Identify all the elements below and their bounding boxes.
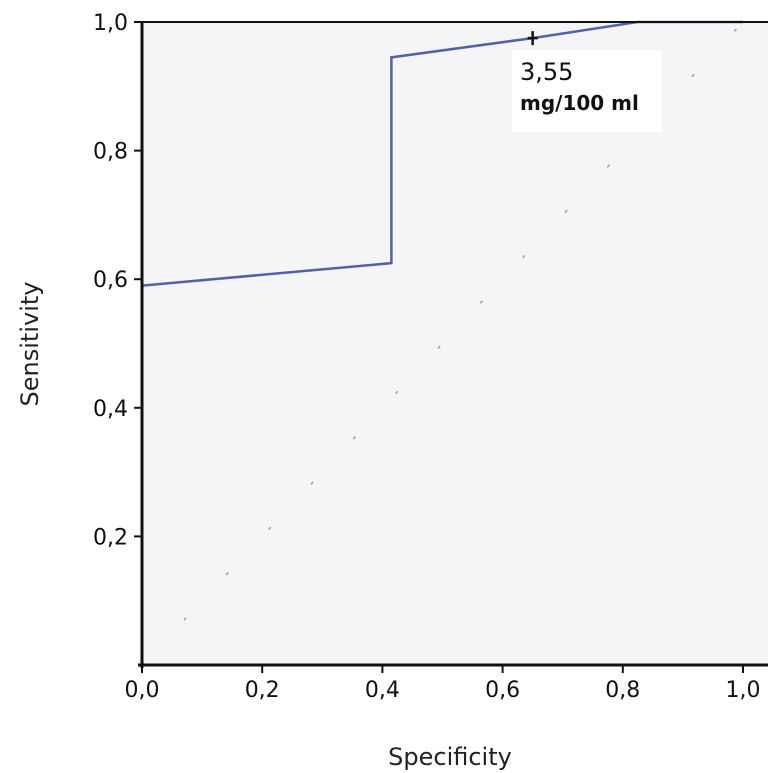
y-tick-label: 0,8 xyxy=(93,140,128,165)
y-tick-label: 0,6 xyxy=(93,268,128,293)
x-tick-label: 0,2 xyxy=(245,678,280,703)
y-tick-label: 0,4 xyxy=(93,397,128,422)
annotation-unit: mg/100 ml xyxy=(520,91,639,115)
x-tick-label: 0,6 xyxy=(485,678,520,703)
annotation-marker xyxy=(527,31,538,46)
annotation-group: 3,55 mg/100 ml xyxy=(512,31,662,132)
x-tick-label: 0,8 xyxy=(605,678,640,703)
annotation-value: 3,55 xyxy=(520,58,573,86)
x-tick-label: 0,0 xyxy=(125,678,160,703)
y-tick-label: 1,0 xyxy=(93,11,128,36)
y-axis-title: Sensitivity xyxy=(16,282,44,407)
x-tick-label: 1,0 xyxy=(726,678,761,703)
annotation-box xyxy=(512,50,662,132)
x-tick-label: 0,4 xyxy=(365,678,400,703)
x-axis-title: Specificity xyxy=(388,743,512,771)
y-tick-label: 0,2 xyxy=(93,525,128,550)
x-ticks: 0,0 0,2 0,4 0,6 0,8 1,0 xyxy=(125,665,761,703)
plot-background xyxy=(142,22,768,665)
y-ticks: 0,2 0,4 0,6 0,8 1,0 xyxy=(93,11,142,550)
